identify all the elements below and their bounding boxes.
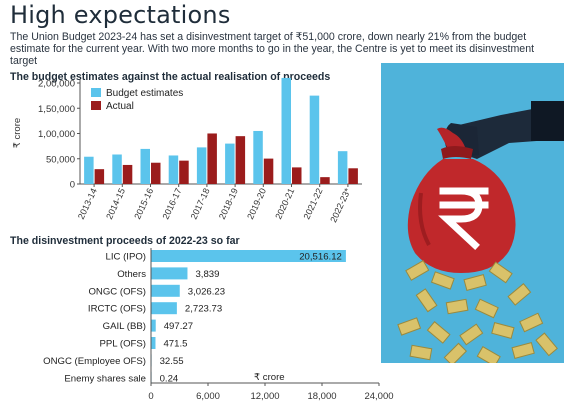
value-label: 471.5 bbox=[163, 339, 187, 350]
x-tick-label: 6,000 bbox=[196, 391, 220, 402]
category-label: ONGC (Employee OFS) bbox=[43, 356, 146, 367]
value-label: 32.55 bbox=[160, 356, 184, 367]
actual-bar bbox=[94, 169, 105, 184]
x-tick-label: 0 bbox=[148, 391, 153, 402]
hbar bbox=[151, 337, 156, 349]
budget-bar bbox=[337, 151, 348, 184]
category-label: Enemy shares sale bbox=[64, 373, 146, 384]
actual-bar bbox=[235, 136, 246, 184]
y-tick-label: 2,00,000 bbox=[38, 79, 75, 90]
chart1-title: The budget estimates against the actual … bbox=[10, 71, 331, 83]
rupee-money-bag-icon bbox=[381, 63, 564, 363]
chart2-title: The disinvestment proceeds of 2022-23 so… bbox=[10, 235, 240, 247]
actual-bar bbox=[179, 160, 189, 184]
category-label: Others bbox=[117, 269, 146, 280]
legend-label: Actual bbox=[106, 101, 134, 112]
y-tick-label: 0 bbox=[70, 180, 75, 191]
hbar bbox=[151, 302, 177, 315]
budget-bar bbox=[196, 147, 207, 184]
category-label: IRCTC (OFS) bbox=[88, 304, 146, 315]
budget-bar bbox=[84, 156, 94, 184]
value-label: 0.24 bbox=[160, 373, 179, 384]
actual-bar bbox=[207, 133, 217, 184]
category-label: ONGC (OFS) bbox=[88, 286, 146, 297]
category-label: PPL (OFS) bbox=[99, 339, 146, 350]
value-label: 497.27 bbox=[164, 321, 193, 332]
actual-bar bbox=[320, 177, 330, 184]
actual-bar bbox=[292, 167, 302, 184]
y-tick-label: 1,50,000 bbox=[38, 104, 75, 115]
x-tick-label: 24,000 bbox=[364, 391, 393, 402]
y-tick-label: 1,00,000 bbox=[38, 129, 75, 140]
page-title: High expectations bbox=[10, 1, 231, 29]
page-subtitle: The Union Budget 2023-24 has set a disin… bbox=[10, 31, 535, 68]
hbar bbox=[151, 250, 346, 262]
actual-bar bbox=[122, 164, 133, 184]
actual-bar bbox=[151, 162, 161, 184]
hbar bbox=[151, 319, 156, 332]
hbar bbox=[151, 284, 180, 297]
value-label: 2,723.73 bbox=[185, 304, 222, 315]
actual-bar bbox=[348, 168, 358, 184]
legend-swatch bbox=[91, 88, 101, 97]
budget-bar bbox=[168, 155, 179, 184]
legend-label: Budget estimates bbox=[106, 88, 183, 99]
x-tick-label: 18,000 bbox=[307, 391, 336, 402]
category-label: GAIL (BB) bbox=[103, 321, 146, 332]
value-label: 20,516.12 bbox=[299, 252, 342, 263]
budget-bar bbox=[253, 130, 263, 184]
x-tick-label: 12,000 bbox=[250, 391, 279, 402]
value-label: 3,839 bbox=[195, 269, 219, 280]
y-axis-label: ₹ crore bbox=[12, 118, 23, 148]
budget-bar bbox=[140, 148, 150, 184]
budget-bar bbox=[309, 95, 320, 184]
value-label: 3,026.23 bbox=[188, 286, 225, 297]
y-tick-label: 50,000 bbox=[46, 154, 75, 165]
category-label: LIC (IPO) bbox=[105, 252, 146, 263]
budget-bar bbox=[225, 143, 235, 184]
legend-swatch bbox=[91, 101, 101, 110]
budget-bar bbox=[112, 154, 122, 184]
x-axis-label: ₹ crore bbox=[254, 372, 285, 383]
budget-bar bbox=[281, 77, 291, 184]
hbar bbox=[151, 267, 188, 280]
actual-bar bbox=[263, 158, 274, 184]
